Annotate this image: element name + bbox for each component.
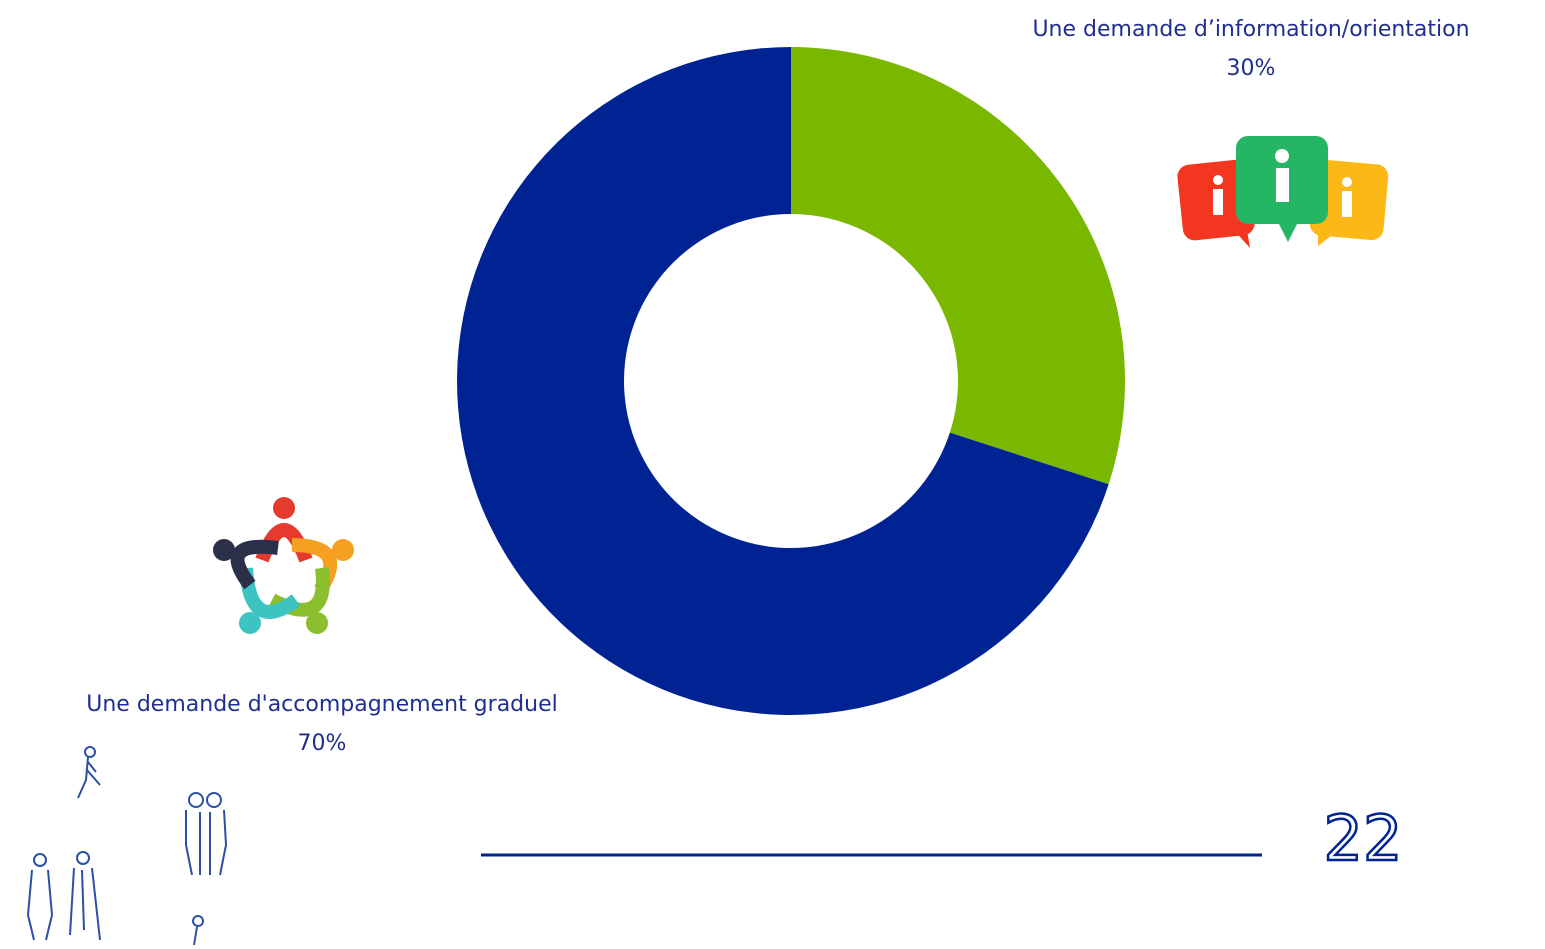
- slice-label: Une demande d’information/orientation: [1032, 17, 1469, 42]
- community-icon: [213, 497, 354, 634]
- slice: [791, 47, 1125, 485]
- info-icon: [1177, 136, 1389, 248]
- page-number: 22: [1324, 802, 1403, 875]
- people-sketch: [26, 746, 228, 946]
- slice-value-label: 70%: [298, 731, 347, 756]
- slice-value-label: 30%: [1227, 56, 1276, 81]
- slice: [457, 47, 1109, 715]
- slice-label: Une demande d'accompagnement graduel: [86, 692, 557, 717]
